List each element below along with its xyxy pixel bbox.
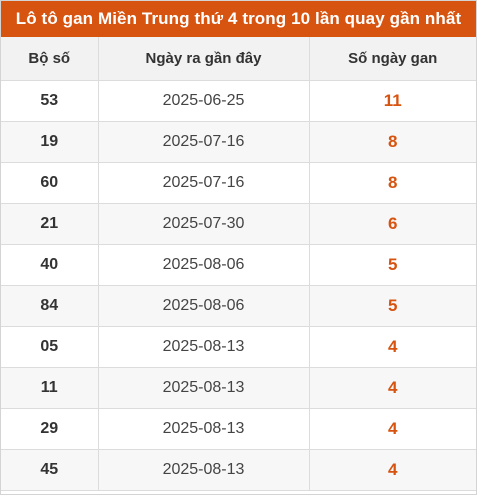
table-header-row: Bộ số Ngày ra gần đây Số ngày gan [1,37,476,81]
lotto-gan-table: Bộ số Ngày ra gần đây Số ngày gan 53 202… [1,37,476,491]
cell-days: 4 [308,408,476,450]
cell-number: 29 [1,408,98,450]
cell-days: 5 [308,285,476,327]
table-row: 45 2025-08-13 4 [1,449,476,491]
cell-number: 45 [1,449,98,491]
cell-days: 6 [308,203,476,245]
table-row: 53 2025-06-25 11 [1,80,476,122]
header-last-date: Ngày ra gần đây [97,37,309,81]
cell-date: 2025-08-13 [97,326,309,368]
header-days-gan: Số ngày gan [308,37,476,81]
cell-number: 53 [1,80,98,122]
cell-days: 4 [308,367,476,409]
cell-date: 2025-07-16 [97,162,309,204]
cell-date: 2025-07-30 [97,203,309,245]
cell-date: 2025-08-06 [97,285,309,327]
table-row: 05 2025-08-13 4 [1,326,476,368]
cell-number: 60 [1,162,98,204]
cell-date: 2025-06-25 [97,80,309,122]
cell-days: 5 [308,244,476,286]
cell-number: 19 [1,121,98,163]
cell-days: 8 [308,162,476,204]
cell-days: 11 [308,80,476,122]
cell-number: 21 [1,203,98,245]
cell-date: 2025-08-13 [97,449,309,491]
table-row: 40 2025-08-06 5 [1,244,476,286]
cell-date: 2025-07-16 [97,121,309,163]
cell-number: 40 [1,244,98,286]
table-row: 60 2025-07-16 8 [1,162,476,204]
cell-days: 4 [308,449,476,491]
cell-date: 2025-08-06 [97,244,309,286]
header-number: Bộ số [1,37,98,81]
cell-number: 05 [1,326,98,368]
table-row: 11 2025-08-13 4 [1,367,476,409]
cell-date: 2025-08-13 [97,408,309,450]
cell-number: 84 [1,285,98,327]
table-row: 21 2025-07-30 6 [1,203,476,245]
cell-number: 11 [1,367,98,409]
cell-date: 2025-08-13 [97,367,309,409]
table-row: 19 2025-07-16 8 [1,121,476,163]
table-row: 84 2025-08-06 5 [1,285,476,327]
cell-days: 8 [308,121,476,163]
table-row: 29 2025-08-13 4 [1,408,476,450]
cell-days: 4 [308,326,476,368]
card-title: Lô tô gan Miền Trung thứ 4 trong 10 lần … [1,1,476,37]
